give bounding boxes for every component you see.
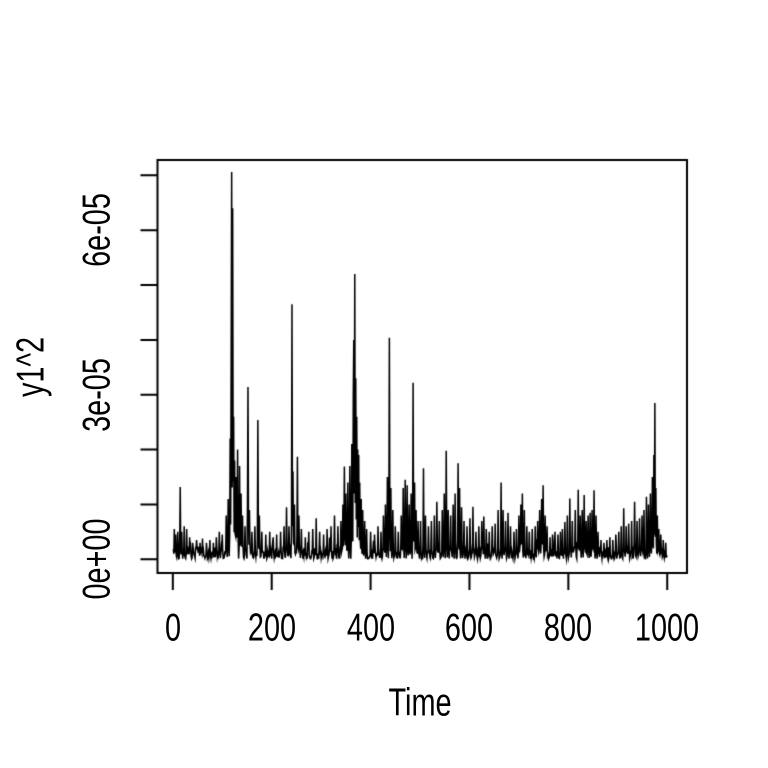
y-tick-label-3e05: 3e-05 <box>75 357 119 432</box>
x-axis-title: Time <box>388 681 452 725</box>
x-tick-label-400: 400 <box>346 606 395 650</box>
x-tick-label-0: 0 <box>164 606 181 650</box>
y-tick-label-0e00: 0e+00 <box>75 518 119 600</box>
y-tick-label-6e05: 6e-05 <box>75 193 119 268</box>
x-tick-label-800: 800 <box>544 606 593 650</box>
x-tick-label-1000: 1000 <box>635 606 700 650</box>
x-tick-label-600: 600 <box>445 606 494 650</box>
x-tick-label-200: 200 <box>247 606 296 650</box>
y-axis-title: y1^2 <box>9 337 53 398</box>
